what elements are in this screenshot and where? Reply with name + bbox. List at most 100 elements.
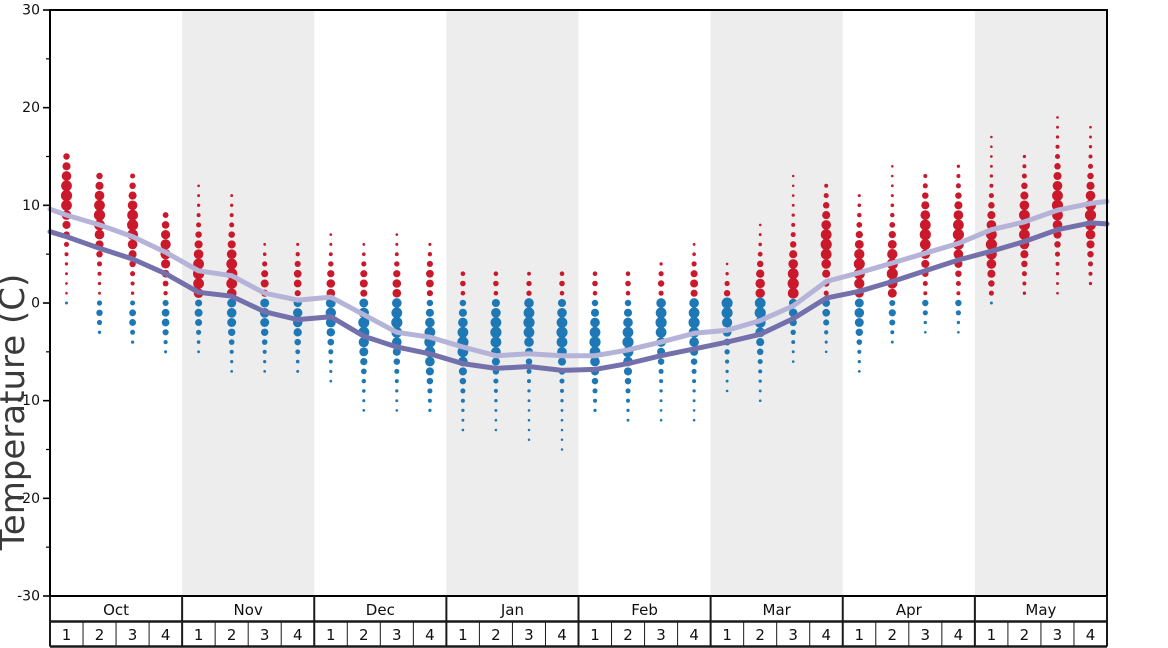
above-freezing-dot xyxy=(690,289,698,297)
below-freezing-dot xyxy=(295,359,300,364)
above-freezing-dot xyxy=(493,290,499,296)
above-freezing-dot xyxy=(260,279,269,288)
week-label: 3 xyxy=(921,626,931,644)
month-label: Mar xyxy=(763,601,792,619)
above-freezing-dot xyxy=(130,173,136,179)
above-freezing-dot xyxy=(658,290,664,296)
y-axis-title: Temperature (C) xyxy=(0,274,33,551)
above-freezing-dot xyxy=(229,213,234,218)
below-freezing-dot xyxy=(688,307,700,319)
below-freezing-dot xyxy=(855,328,864,337)
below-freezing-dot xyxy=(129,319,137,326)
below-freezing-dot xyxy=(295,349,301,355)
below-freezing-dot xyxy=(428,408,432,413)
above-freezing-dot xyxy=(160,229,171,240)
below-freezing-dot xyxy=(692,399,696,403)
above-freezing-dot xyxy=(161,221,170,229)
below-freezing-dot xyxy=(494,418,498,422)
above-freezing-dot xyxy=(294,260,301,267)
above-freezing-dot xyxy=(329,242,333,246)
above-freezing-dot xyxy=(294,290,301,297)
above-freezing-dot xyxy=(886,268,898,280)
below-freezing-dot xyxy=(96,309,103,316)
below-freezing-dot xyxy=(196,329,202,335)
below-freezing-dot xyxy=(527,438,531,441)
below-freezing-dot xyxy=(758,369,763,374)
above-freezing-dot xyxy=(890,184,894,188)
below-freezing-dot xyxy=(427,398,432,403)
above-freezing-dot xyxy=(94,229,105,240)
below-freezing-dot xyxy=(888,309,896,317)
below-freezing-dot xyxy=(328,359,333,364)
week-label: 2 xyxy=(359,626,369,644)
below-freezing-dot xyxy=(527,409,531,412)
below-freezing-dot xyxy=(856,339,863,345)
above-freezing-dot xyxy=(791,222,796,227)
above-freezing-dot xyxy=(625,280,631,287)
above-freezing-dot xyxy=(787,277,799,290)
above-freezing-dot xyxy=(790,232,796,238)
below-freezing-dot xyxy=(161,308,170,317)
above-freezing-dot xyxy=(919,229,931,241)
above-freezing-dot xyxy=(1086,181,1095,190)
below-freezing-dot xyxy=(494,428,498,432)
below-freezing-dot xyxy=(688,316,700,329)
above-freezing-dot xyxy=(1054,241,1061,248)
below-freezing-dot xyxy=(395,409,399,412)
below-freezing-dot xyxy=(457,326,469,338)
above-freezing-dot xyxy=(955,280,961,287)
below-freezing-dot xyxy=(690,358,698,365)
week-label: 3 xyxy=(1053,626,1063,644)
below-freezing-dot xyxy=(426,299,434,307)
above-freezing-dot xyxy=(361,261,367,267)
below-freezing-dot xyxy=(989,301,993,305)
above-freezing-dot xyxy=(1022,291,1027,295)
above-freezing-dot xyxy=(690,270,698,278)
above-freezing-dot xyxy=(1085,190,1096,201)
above-freezing-dot xyxy=(64,252,69,257)
above-freezing-dot xyxy=(97,271,102,276)
below-freezing-dot xyxy=(756,348,764,356)
above-freezing-dot xyxy=(1087,261,1094,267)
above-freezing-dot xyxy=(824,183,829,188)
above-freezing-dot xyxy=(395,233,399,236)
above-freezing-dot xyxy=(987,211,996,220)
above-freezing-dot xyxy=(197,184,200,188)
above-freezing-dot xyxy=(1086,240,1095,249)
above-freezing-dot xyxy=(856,222,863,228)
below-freezing-dot xyxy=(527,418,531,422)
below-freezing-dot xyxy=(889,319,896,326)
below-freezing-dot xyxy=(491,298,500,308)
above-freezing-dot xyxy=(493,280,499,287)
below-freezing-dot xyxy=(692,379,697,384)
below-freezing-dot xyxy=(592,388,598,394)
above-freezing-dot xyxy=(988,193,994,199)
above-freezing-dot xyxy=(919,219,931,231)
below-freezing-dot xyxy=(722,317,733,328)
above-freezing-dot xyxy=(789,250,798,259)
above-freezing-dot xyxy=(1054,251,1061,257)
above-freezing-dot xyxy=(725,262,729,266)
below-freezing-dot xyxy=(689,298,699,308)
below-freezing-dot xyxy=(593,398,597,403)
week-label: 2 xyxy=(1020,626,1030,644)
above-freezing-dot xyxy=(821,220,832,230)
month-background-bands xyxy=(182,10,1107,596)
above-freezing-dot xyxy=(888,230,896,239)
below-freezing-dot xyxy=(195,299,203,307)
above-freezing-dot xyxy=(559,290,565,296)
above-freezing-dot xyxy=(990,135,993,139)
week-label: 4 xyxy=(689,626,699,644)
above-freezing-dot xyxy=(890,194,894,198)
week-label: 1 xyxy=(987,626,997,644)
below-freezing-dot xyxy=(791,350,795,354)
above-freezing-dot xyxy=(262,252,267,256)
week-label: 4 xyxy=(425,626,435,644)
below-freezing-dot xyxy=(754,307,766,319)
above-freezing-dot xyxy=(725,272,729,276)
above-freezing-dot xyxy=(1055,261,1060,266)
below-freezing-dot xyxy=(593,408,597,413)
below-freezing-dot xyxy=(329,379,333,383)
below-freezing-dot xyxy=(556,326,568,338)
above-freezing-dot xyxy=(921,259,930,268)
